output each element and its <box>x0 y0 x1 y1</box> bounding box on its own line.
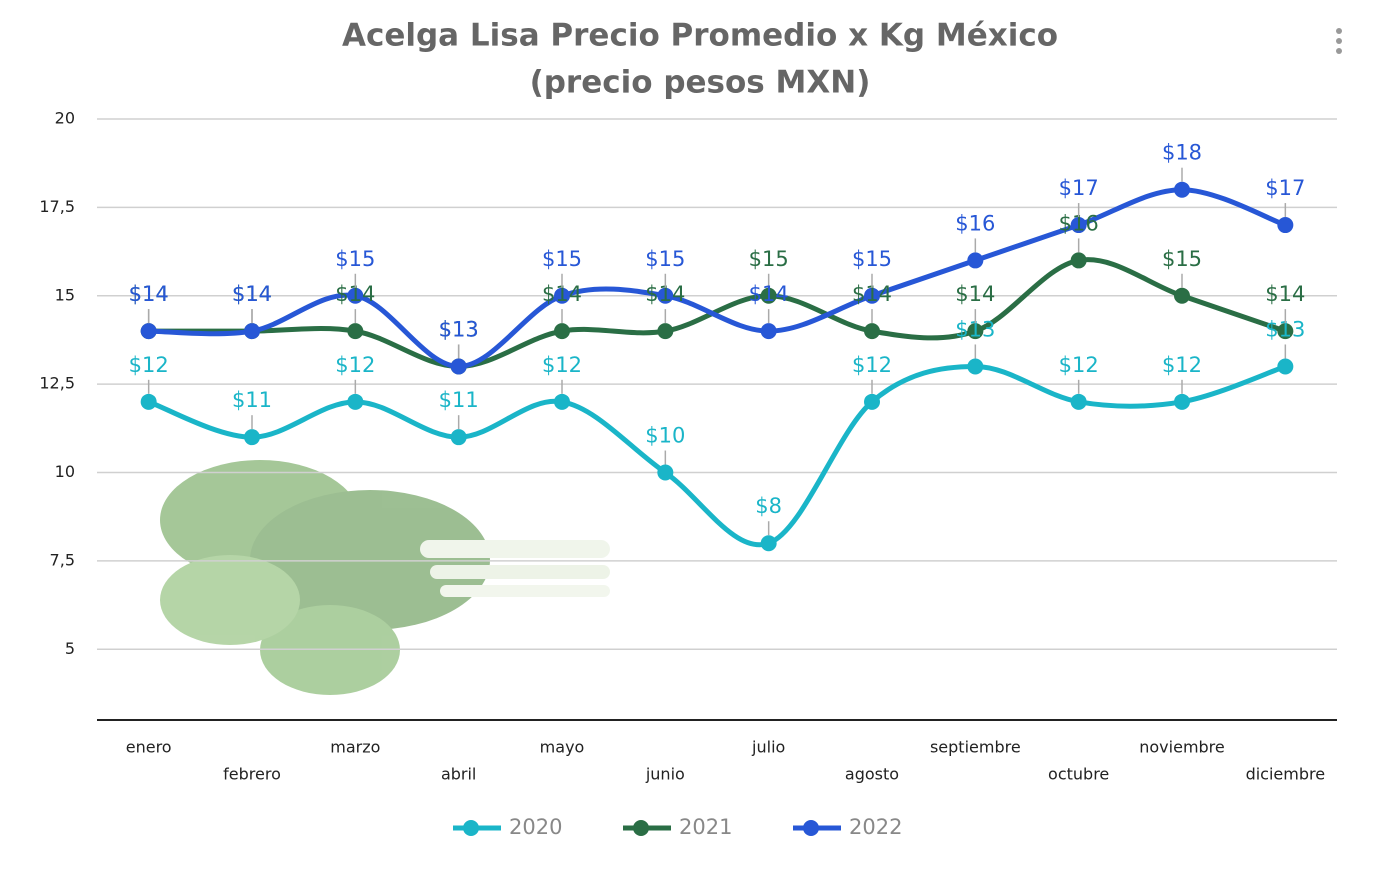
data-label: $12 <box>542 353 582 377</box>
data-point <box>1070 252 1087 269</box>
x-tick-label: febrero <box>223 765 281 784</box>
data-point <box>140 393 157 410</box>
data-point <box>244 429 260 446</box>
x-tick-label: julio <box>751 738 785 757</box>
data-label: $17 <box>1059 176 1099 200</box>
x-tick-label: enero <box>126 738 172 757</box>
legend-marker <box>463 820 479 836</box>
data-label: $14 <box>955 282 995 306</box>
data-point <box>864 287 880 304</box>
data-point <box>760 535 777 552</box>
data-label: $17 <box>1265 176 1305 200</box>
data-label: $8 <box>755 494 782 518</box>
y-tick-label: 15 <box>55 285 75 304</box>
data-point <box>347 393 364 410</box>
data-label: $12 <box>1059 353 1099 377</box>
data-point <box>657 464 674 481</box>
y-tick-label: 17,5 <box>39 197 75 216</box>
data-label: $14 <box>232 282 272 306</box>
data-point <box>1277 358 1294 375</box>
data-point <box>554 323 570 340</box>
data-label: $12 <box>852 353 892 377</box>
data-label: $15 <box>335 247 375 271</box>
data-point <box>1174 181 1190 198</box>
menu-icon[interactable] <box>1336 28 1342 54</box>
legend-label: 2021 <box>679 815 732 839</box>
data-point <box>1070 393 1087 410</box>
data-label: $15 <box>852 247 892 271</box>
series-line <box>148 257 1287 369</box>
data-label: $15 <box>1162 247 1202 271</box>
y-tick-label: 5 <box>65 639 75 658</box>
x-tick-label: agosto <box>845 765 899 784</box>
data-point <box>864 393 880 410</box>
x-tick-label: septiembre <box>930 738 1021 757</box>
data-point <box>140 323 157 340</box>
data-label: $11 <box>439 388 479 412</box>
legend-marker <box>633 820 649 836</box>
chart-title: Acelga Lisa Precio Promedio x Kg México <box>342 18 1058 54</box>
data-label: $15 <box>645 247 685 271</box>
legend-marker <box>803 820 819 836</box>
data-point <box>1174 393 1190 410</box>
data-label: $13 <box>439 317 479 341</box>
x-tick-label: abril <box>441 765 476 784</box>
data-point <box>1277 323 1294 340</box>
series-line <box>148 187 1287 369</box>
y-tick-label: 12,5 <box>39 374 75 393</box>
y-tick-label: 10 <box>55 462 75 481</box>
data-point <box>1174 287 1190 304</box>
data-label: $12 <box>1162 353 1202 377</box>
legend-label: 2020 <box>509 815 562 839</box>
x-tick-label: octubre <box>1048 765 1109 784</box>
x-tick-label: diciembre <box>1246 765 1326 784</box>
chard-illustration <box>160 460 610 695</box>
data-point <box>760 287 777 304</box>
data-label: $12 <box>129 353 169 377</box>
data-point <box>1277 217 1294 234</box>
data-label: $11 <box>232 388 272 412</box>
data-label: $14 <box>232 282 272 306</box>
y-tick-label: 20 <box>55 109 75 128</box>
data-point <box>657 287 674 304</box>
data-point <box>450 358 467 375</box>
data-point <box>967 252 984 269</box>
data-point <box>347 287 364 304</box>
data-label: $14 <box>1265 282 1305 306</box>
data-point <box>657 323 674 340</box>
data-label: $10 <box>645 424 685 448</box>
data-label: $14 <box>129 282 169 306</box>
x-tick-label: marzo <box>330 738 380 757</box>
legend-label: 2022 <box>849 815 902 839</box>
data-label: $16 <box>955 211 995 235</box>
data-point <box>347 323 364 340</box>
data-point <box>244 323 260 340</box>
data-point <box>1070 217 1087 234</box>
data-label: $18 <box>1162 141 1202 165</box>
data-point <box>864 323 880 340</box>
data-label: $14 <box>749 282 789 306</box>
data-point <box>450 429 467 446</box>
data-label: $13 <box>439 317 479 341</box>
data-point <box>554 287 570 304</box>
x-tick-label: junio <box>645 765 685 784</box>
x-tick-label: mayo <box>540 738 585 757</box>
chart-subtitle: (precio pesos MXN) <box>530 65 871 101</box>
data-point <box>760 323 777 340</box>
y-tick-label: 7,5 <box>50 550 75 569</box>
data-point <box>967 358 984 375</box>
x-tick-label: noviembre <box>1139 738 1225 757</box>
data-label: $12 <box>335 353 375 377</box>
data-label: $15 <box>749 247 789 271</box>
data-point <box>554 393 570 410</box>
data-label: $14 <box>129 282 169 306</box>
data-label: $15 <box>542 247 582 271</box>
data-point <box>967 323 984 340</box>
